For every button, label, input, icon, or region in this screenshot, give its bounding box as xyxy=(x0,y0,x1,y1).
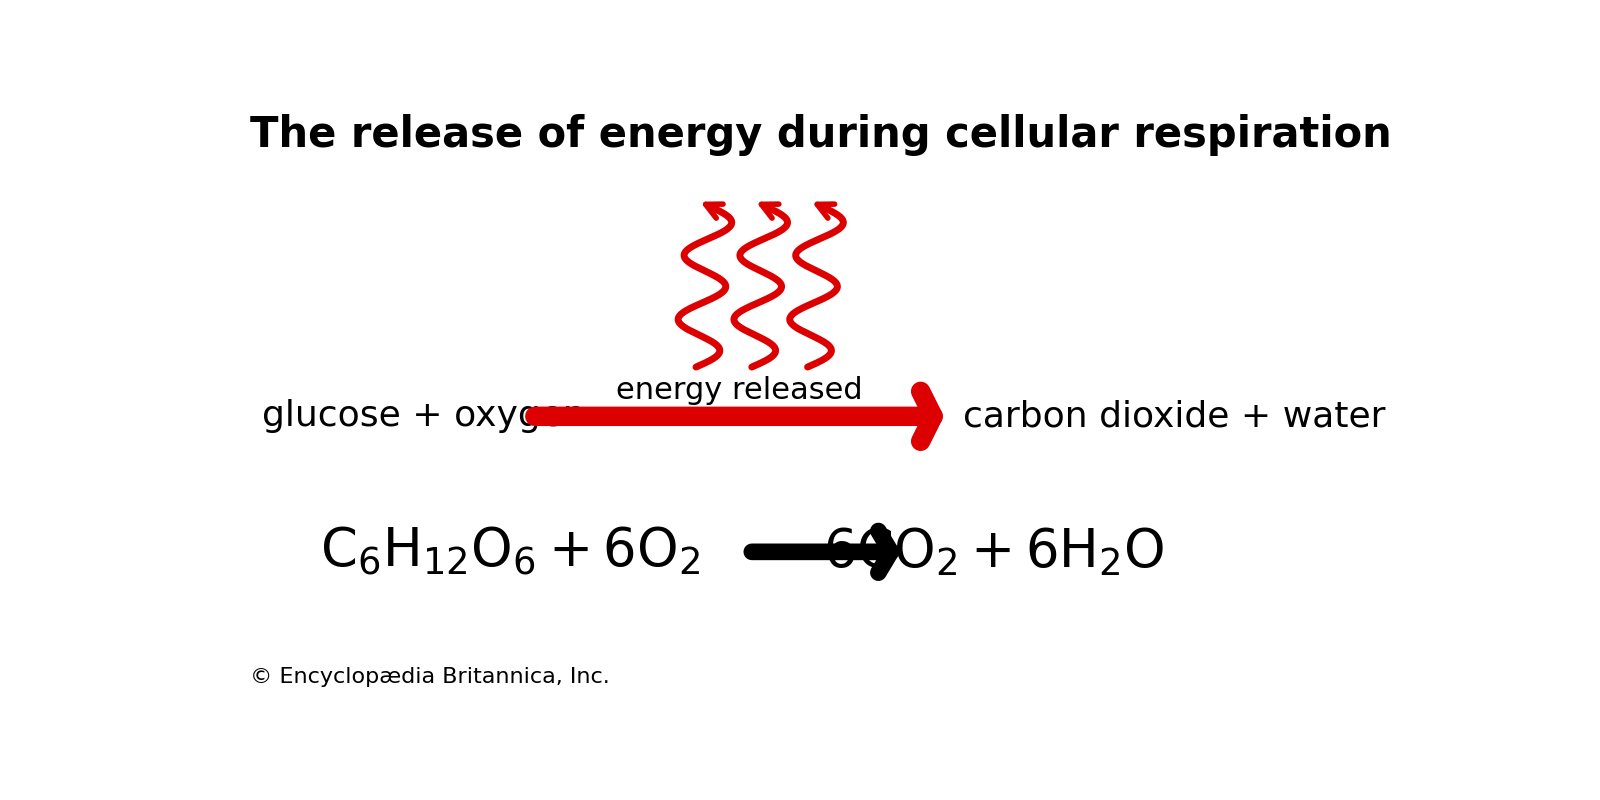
Text: © Encyclopædia Britannica, Inc.: © Encyclopædia Britannica, Inc. xyxy=(250,667,610,687)
Text: glucose + oxygen: glucose + oxygen xyxy=(262,399,586,434)
Text: $\mathsf{6CO_2 + 6H_2O}$: $\mathsf{6CO_2 + 6H_2O}$ xyxy=(822,526,1165,578)
Text: carbon dioxide + water: carbon dioxide + water xyxy=(963,399,1386,434)
Text: energy released: energy released xyxy=(616,376,862,406)
Text: $\mathsf{C_6H_{12}O_6 + 6O_2}$: $\mathsf{C_6H_{12}O_6 + 6O_2}$ xyxy=(320,526,701,578)
Text: The release of energy during cellular respiration: The release of energy during cellular re… xyxy=(250,114,1392,157)
